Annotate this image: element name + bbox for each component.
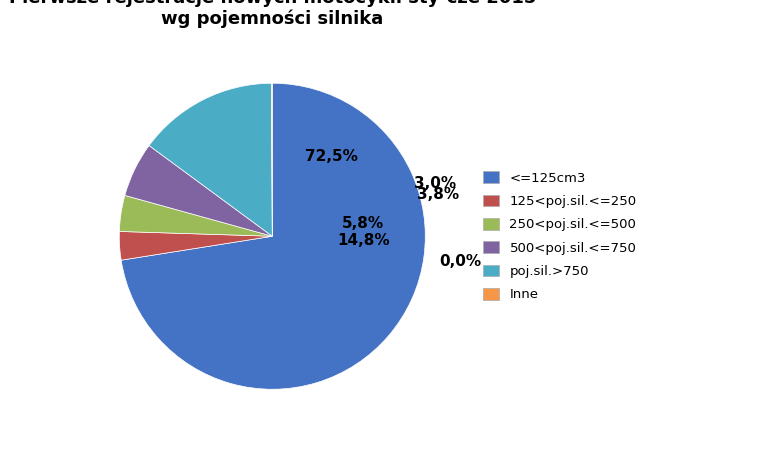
Wedge shape [124, 145, 272, 236]
Wedge shape [119, 231, 272, 260]
Wedge shape [149, 83, 272, 236]
Text: 3,0%: 3,0% [414, 176, 456, 191]
Title: Pierwsze rejestracje nowych motocykli sty-cze 2015
wg pojemności silnika: Pierwsze rejestracje nowych motocykli st… [9, 0, 536, 28]
Wedge shape [121, 83, 426, 389]
Text: 0,0%: 0,0% [440, 254, 482, 269]
Text: 14,8%: 14,8% [338, 233, 391, 248]
Text: 72,5%: 72,5% [305, 148, 358, 163]
Legend: <=125cm3, 125<poj.sil.<=250, 250<poj.sil.<=500, 500<poj.sil.<=750, poj.sil.>750,: <=125cm3, 125<poj.sil.<=250, 250<poj.sil… [478, 166, 642, 306]
Text: 5,8%: 5,8% [342, 216, 384, 231]
Wedge shape [119, 195, 272, 236]
Text: 3,8%: 3,8% [417, 187, 459, 202]
